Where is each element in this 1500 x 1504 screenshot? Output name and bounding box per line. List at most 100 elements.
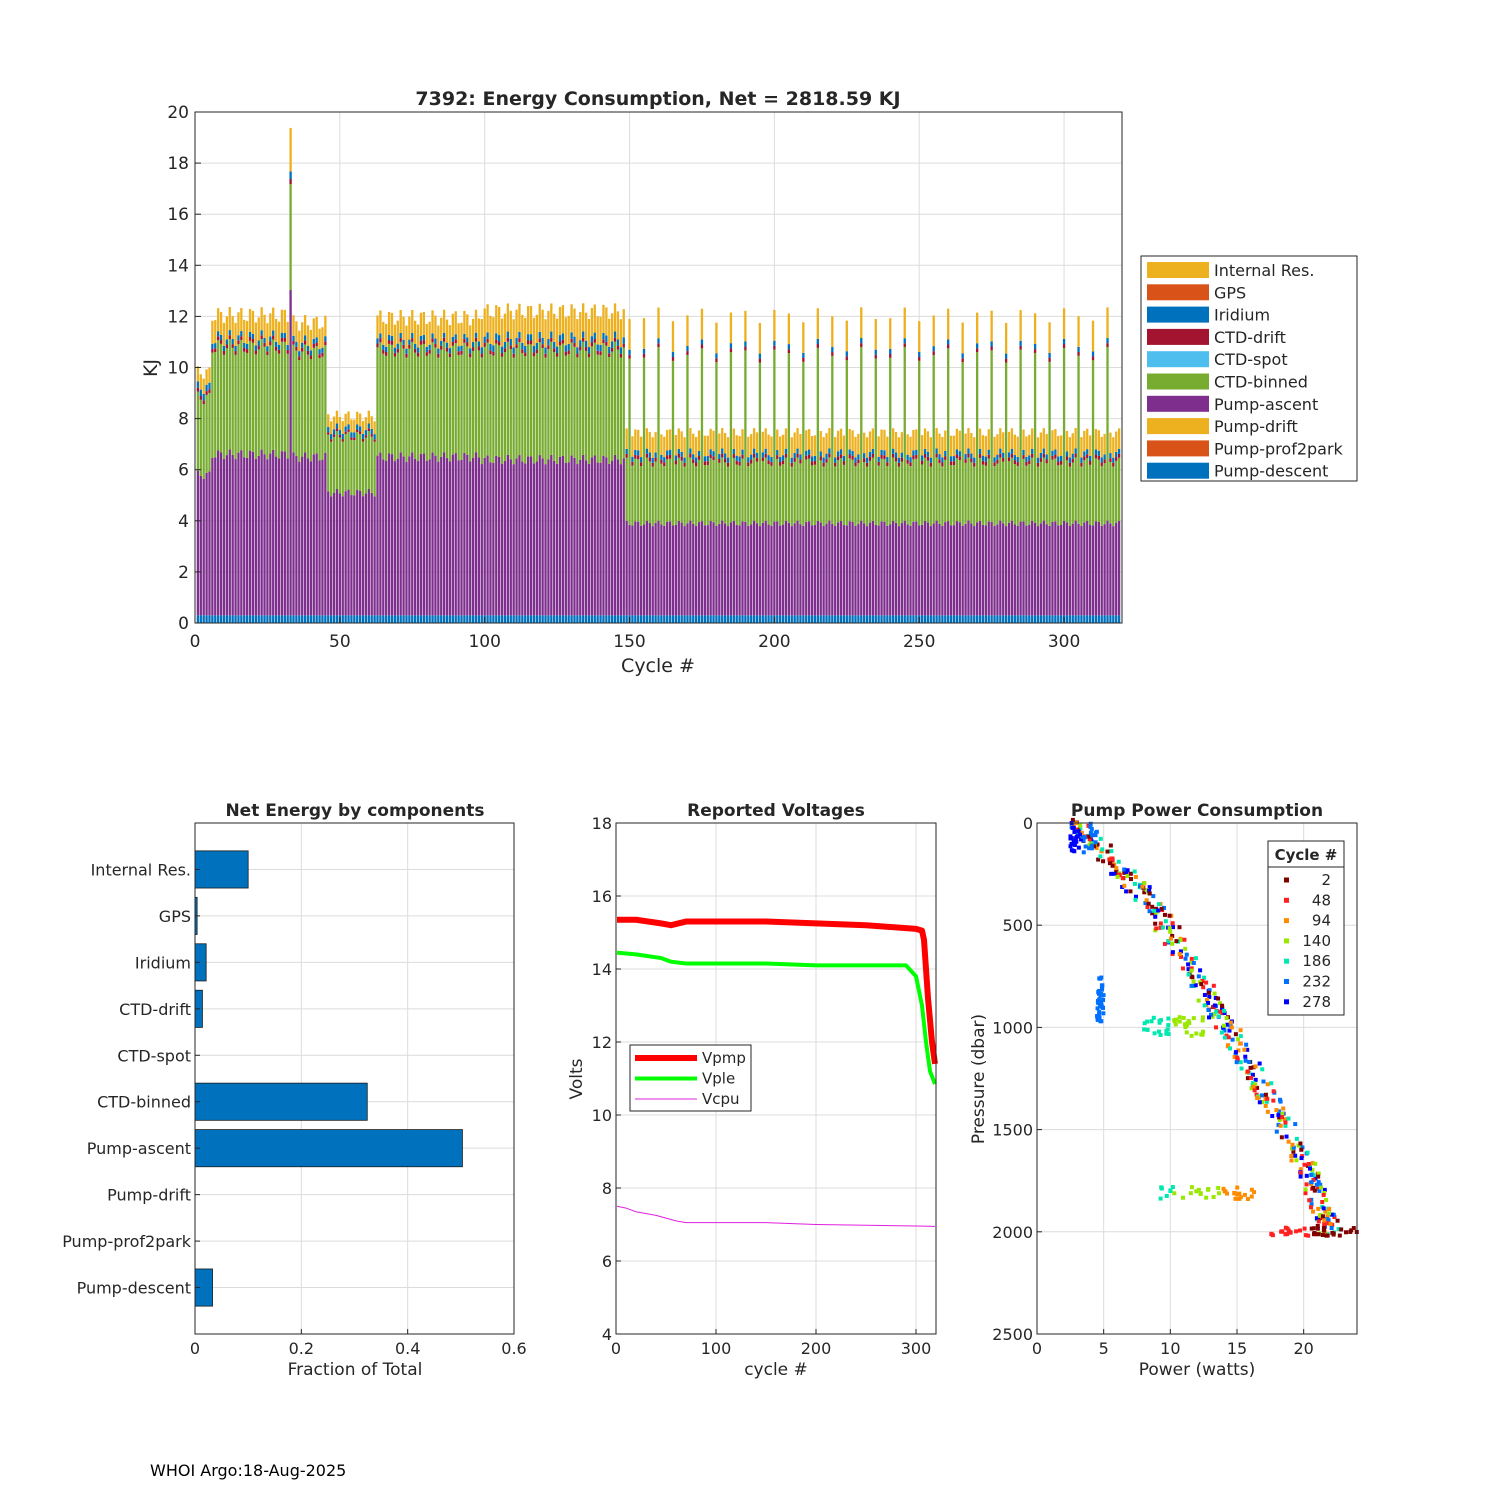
energy-bar-pump-descent [865,615,869,623]
pump-point [1229,1025,1234,1030]
energy-bar-ctd-drift [854,462,857,467]
energy-bar-internal-res [254,322,257,346]
energy-bar-cycle [338,416,342,623]
energy-bar-pump-ascent [219,452,223,616]
energy-bar-pump-descent [900,615,903,623]
energy-bar-pump-ascent [616,459,620,616]
energy-bar-ctd-binned [593,342,596,456]
energy-bar-cycle [263,314,266,623]
energy-ytick-label: 0 [178,614,189,634]
energy-bar-pump-descent [547,615,550,623]
energy-bar-cycle [382,321,385,623]
energy-bar-iridium [883,450,886,456]
energy-bar-ctd-binned [955,458,959,522]
energy-bar-ctd-binned [382,353,385,460]
pump-point [1245,1076,1250,1081]
pump-point [1310,1161,1315,1166]
energy-bar-internal-res [263,314,266,338]
energy-bar-internal-res [385,323,388,347]
energy-bar-internal-res [1039,432,1043,453]
energy-bar-pump-ascent [231,454,234,616]
energy-bar-pump-descent [990,615,993,623]
pump-point [1230,1037,1235,1042]
pump-point [1108,843,1113,848]
energy-bar-ctd-binned [442,341,446,453]
energy-bar-pump-descent [923,615,927,623]
energy-bar-pump-descent [932,615,935,623]
energy-bar-ctd-binned [700,348,704,522]
energy-bar-ctd-binned [857,463,860,525]
energy-bar-ctd-drift [721,453,724,458]
pump-point [1280,1111,1285,1116]
pump-point [1189,960,1194,965]
energy-bar-pump-descent [373,615,376,623]
energy-bar-internal-res [825,433,828,454]
energy-bar-ctd-binned [567,354,570,463]
energy-bar-cycle [272,307,275,623]
energy-bar-ctd-drift [561,339,565,344]
comp-xlabel: Fraction of Total [288,1360,423,1380]
pump-point [1348,1229,1353,1234]
energy-bar-ctd-drift [529,340,533,345]
energy-bar-pump-ascent [975,522,979,616]
energy-bar-ctd-drift [770,462,773,466]
pump-point [1128,871,1133,876]
pump-point [1101,1011,1106,1016]
energy-bar-pump-ascent [947,521,950,616]
energy-bar-iridium [663,457,666,463]
pump-point [1331,1232,1336,1237]
energy-bar-ctd-binned [848,458,851,522]
energy-bar-internal-res [610,313,614,342]
energy-bar-iridium [269,336,272,342]
pump-point [1299,1156,1304,1161]
volt-xtick-label: 300 [901,1339,932,1358]
energy-bar-ctd-drift [857,459,860,464]
energy-bar-iridium [1019,340,1022,346]
energy-bar-iridium [932,346,935,352]
energy-bar-iridium [987,449,990,455]
energy-bar-ctd-drift [263,342,266,347]
energy-bar-pump-descent [573,615,576,623]
energy-bar-ctd-drift [370,434,373,437]
energy-bar-pump-ascent [451,454,454,616]
energy-bar-ctd-drift [674,460,678,465]
energy-bar-ctd-binned [613,341,617,455]
energy-bar-ctd-drift [567,350,570,355]
energy-bar-pump-descent [419,615,423,623]
energy-bar-cycle [706,435,709,623]
energy-bar-iridium [718,453,721,460]
energy-bar-pump-ascent [677,520,680,616]
pump-point [1329,1226,1334,1231]
volt-legend-label: Vple [702,1070,735,1088]
energy-bar-ctd-drift [251,338,255,343]
energy-bar-ctd-binned [819,460,822,523]
energy-bar-pump-descent [912,615,915,623]
energy-bar-cycle [422,312,426,623]
energy-bar-ctd-binned [732,457,735,521]
energy-bar-pump-ascent [799,524,802,616]
comp-ytick-label: Pump-ascent [87,1139,191,1158]
energy-bar-pump-descent [686,615,689,623]
energy-bar-ctd-binned [1065,460,1069,523]
energy-bar-pump-descent [721,615,724,623]
energy-title: 7392: Energy Consumption, Net = 2818.59 … [415,88,900,110]
pump-point [1150,911,1155,916]
energy-bar-cycle [341,421,344,623]
energy-bar-pump-descent [697,615,701,623]
energy-bar-pump-descent [196,615,200,623]
pump-point [1170,950,1175,955]
pump-point [1332,1215,1337,1220]
energy-bar-ctd-binned [573,346,576,458]
energy-bar-iridium [773,340,776,346]
energy-bar-pump-descent [947,615,950,623]
energy-bar-pump-descent [677,615,680,623]
energy-bar-ctd-binned [726,466,730,527]
energy-bar-ctd-binned [356,432,359,490]
energy-bar-ctd-drift [619,353,622,358]
energy-bar-pump-ascent [1002,523,1005,616]
energy-bar-pump-descent [202,615,205,623]
pump-point [1158,1196,1163,1201]
energy-bar-cycle [689,428,692,623]
pump-point [1156,1029,1161,1034]
energy-bar-ctd-binned [712,460,715,523]
